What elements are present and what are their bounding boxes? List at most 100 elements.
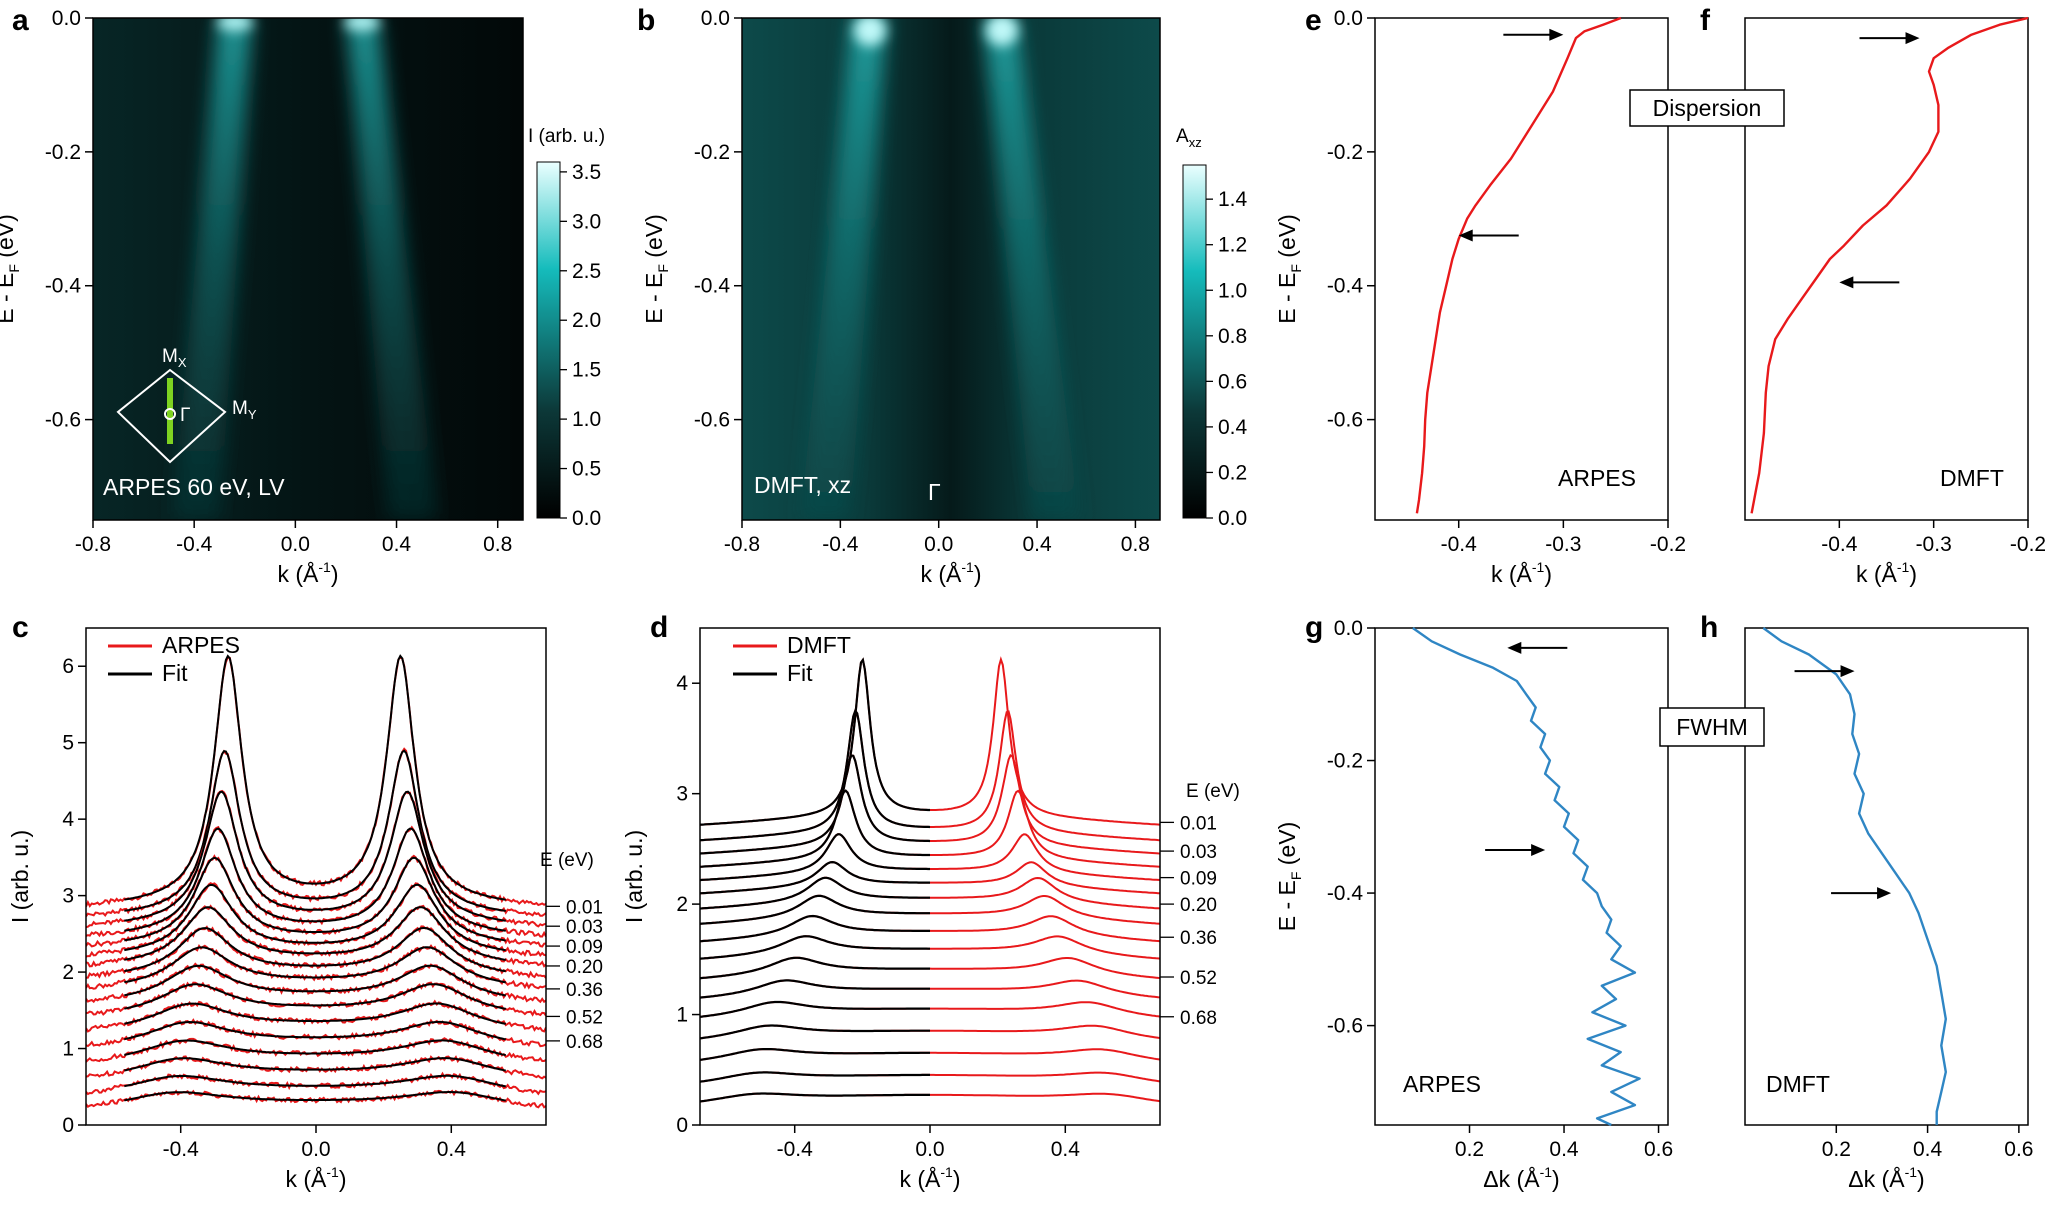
arrow-e: [1458, 229, 1519, 242]
legend-d: DMFT Fit: [733, 632, 851, 686]
plot-frame-c: [85, 627, 547, 1126]
xtick-label-g: 0.4: [1549, 1138, 1579, 1161]
energy-label: 0.20: [1180, 895, 1217, 916]
curve-c-data: [86, 882, 546, 958]
energy-label: 0.52: [566, 1007, 603, 1028]
curve-c-fit: [124, 1074, 506, 1088]
panel-d: d DMFT Fit E (eV) 0.010.030.090.200.360.…: [650, 611, 1240, 1126]
xtick-label-a: -0.8: [75, 533, 111, 556]
ytick-label-b: 0.0: [701, 7, 730, 30]
line-g: [1412, 627, 1641, 1127]
panel-c-letter: c: [12, 611, 29, 644]
ytick-label-c: 5: [62, 732, 74, 755]
colorbar-tick-label: 0.6: [1218, 370, 1247, 393]
curve-c-fit: [124, 983, 506, 1010]
colorbar-tick-label: 1.4: [1218, 188, 1248, 211]
ytick-label-e: 0.0: [1334, 7, 1363, 30]
bz-my-label: MY: [232, 398, 257, 422]
colorbar-tick-label: 2.0: [572, 309, 601, 332]
badge-dispersion: Dispersion: [1629, 89, 1785, 127]
arrow-h: [1794, 665, 1855, 678]
x-axis-label-f: k (Å-1): [1856, 559, 1917, 587]
plot-frame-f: [1744, 17, 2029, 521]
curve-c-fit: [124, 1002, 506, 1025]
panel-h-label: DMFT: [1766, 1071, 1830, 1097]
line-plots-efgh: [1412, 16, 2029, 1127]
curve-d-data: [700, 754, 1160, 855]
axes-e: -0.4 -0.3 -0.2 0.0 -0.2 -0.4 -0.6 k (Å-1) E - EF…: [1274, 7, 1686, 587]
energy-label: 0.01: [1180, 813, 1217, 834]
heatmap-a-background: [93, 18, 523, 520]
curve-d-fit: [700, 1047, 930, 1061]
brillouin-zone-inset: MX MY Γ: [116, 346, 257, 464]
plot-frame-g: [1374, 627, 1669, 1126]
ytick-label-b: -0.2: [694, 141, 730, 164]
ytick-label-d: 0: [676, 1114, 688, 1137]
panel-g-letter: g: [1305, 611, 1323, 644]
y-axis-label-d: I (arb. u.): [621, 830, 647, 923]
energy-labels-c: 0.010.030.090.200.36 0.52 0.68: [546, 897, 603, 1053]
axes-c: -0.4 0.0 0.4 0 1 2 3 4 5 6 k (Å-1) I (arb. u.): [7, 655, 466, 1192]
arrow-f: [1839, 276, 1900, 289]
curve-d-data: [700, 708, 1160, 842]
xtick-label-c: -0.4: [163, 1138, 200, 1161]
energy-label: 0.68: [566, 1032, 603, 1053]
plot-frame-h: [1744, 627, 2029, 1126]
x-axis-label-b: k (Å-1): [920, 559, 981, 587]
panel-b-gamma: Γ: [928, 479, 941, 505]
colorbar-tick-label: 2.5: [572, 260, 601, 283]
colorbar-tick-label: 1.5: [572, 359, 601, 382]
energy-label: 0.03: [566, 917, 603, 938]
curve-d-data: [700, 894, 1160, 925]
ytick-label-a: 0.0: [52, 7, 81, 30]
xtick-label-f: -0.2: [2010, 533, 2046, 556]
badge-fwhm-text: FWHM: [1676, 714, 1748, 740]
colorbar-a: [536, 161, 561, 519]
colorbar-tick-label: 0.2: [1218, 461, 1247, 484]
curve-d-fit: [700, 1071, 930, 1083]
curve-c-fit: [124, 856, 506, 942]
heatmap-a-hotspot-right: [344, 18, 380, 31]
ytick-label-e: -0.2: [1327, 141, 1363, 164]
curves-c: [86, 654, 546, 1109]
curve-d-fit: [700, 1024, 930, 1040]
axes-b: -0.8 -0.4 0.0 0.4 0.8 0.0 -0.2 -0.4 -0.6 k (Å-1) E…: [641, 7, 1150, 587]
ytick-label-a: -0.4: [45, 275, 82, 298]
panel-b-label: DMFT, xz: [754, 472, 851, 498]
xtick-label-c: 0.4: [437, 1138, 467, 1161]
curve-c-data: [86, 656, 546, 908]
heatmap-b: [742, 18, 1160, 520]
heatmap-a-band-right: [346, 18, 438, 520]
curve-d-fit: [700, 914, 930, 943]
curve-c-fit: [124, 1020, 506, 1041]
curve-d-fit: [700, 1000, 930, 1018]
ytick-label-g: -0.4: [1327, 882, 1364, 905]
bz-gamma-label: Γ: [180, 405, 190, 426]
y-axis-label-c: I (arb. u.): [7, 830, 33, 923]
arrow-f: [1859, 32, 1920, 45]
arrow-g: [1507, 641, 1568, 654]
panel-b-letter: b: [637, 4, 655, 37]
curve-c-data: [86, 1018, 546, 1048]
legend-d-dmft: DMFT: [787, 632, 851, 658]
axes-g: 0.2 0.4 0.6 0.0 -0.2 -0.4 -0.6 Δk (Å-1) E - EF (…: [1274, 617, 1673, 1192]
energy-label: 0.36: [1180, 928, 1217, 949]
ytick-label-b: -0.6: [694, 409, 730, 432]
ytick-label-g: -0.6: [1327, 1015, 1363, 1038]
bz-gamma-point: [164, 408, 176, 420]
colorbar-tick-label: 1.0: [572, 408, 601, 431]
ytick-label-c: 2: [62, 961, 74, 984]
xtick-label-f: -0.3: [1916, 533, 1952, 556]
xtick-label-g: 0.2: [1455, 1138, 1484, 1161]
y-axis-label-g: E - EF (eV): [1274, 822, 1304, 932]
curve-d-data: [700, 914, 1160, 943]
xtick-label-d: 0.4: [1051, 1138, 1081, 1161]
panel-a-letter: a: [12, 4, 29, 37]
ytick-label-e: -0.6: [1327, 409, 1363, 432]
curve-d-data: [700, 1024, 1160, 1040]
y-axis-label-b: E - EF (eV): [641, 214, 671, 324]
ytick-label-a: -0.6: [45, 409, 81, 432]
colorbar-tick-label: 1.2: [1218, 234, 1247, 257]
xtick-label-b: 0.0: [924, 533, 953, 556]
